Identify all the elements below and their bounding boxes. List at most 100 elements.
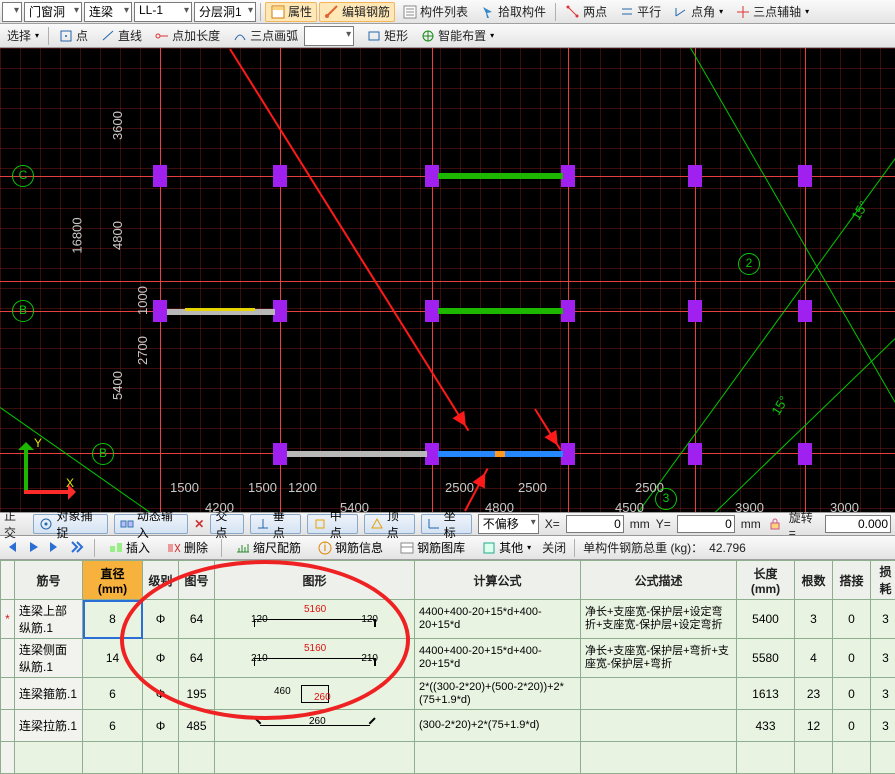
cell-n[interactable]: 12	[795, 710, 833, 742]
cell-formula[interactable]: 2*((300-2*20)+(500-2*20))+2*(75+1.9*d)	[415, 678, 581, 710]
rot-input[interactable]	[825, 515, 891, 533]
cell-loss[interactable]: 3	[871, 710, 895, 742]
btn-arc3[interactable]: 三点画弧	[227, 26, 359, 46]
btn-pt-angle[interactable]: 点角▾	[668, 2, 728, 22]
btn-vertex[interactable]: 顶点	[364, 514, 415, 534]
cell-grade[interactable]: Φ	[143, 710, 179, 742]
btn-smart[interactable]: 智能布置▾	[415, 26, 499, 46]
table-row[interactable]: 连梁箍筋.1 6 Φ 195 460 260 2*((300-2*20)+(50…	[1, 678, 895, 710]
y-input[interactable]	[677, 515, 735, 533]
sel-beam[interactable]: 连梁	[84, 2, 132, 22]
cell-n[interactable]: 4	[795, 639, 833, 678]
cell-len[interactable]: 5400	[737, 600, 795, 639]
btn-prop[interactable]: 属性	[265, 2, 317, 22]
btn-comp-list[interactable]: 构件列表	[397, 2, 473, 22]
cell-loss[interactable]: 3	[871, 678, 895, 710]
sel-layer[interactable]: 分层洞1	[194, 2, 256, 22]
sel-generic[interactable]	[2, 2, 22, 22]
btn-snap[interactable]: 对象捕捉	[33, 514, 107, 534]
col-pic[interactable]: 图号	[179, 561, 215, 600]
snap-icon	[38, 516, 54, 532]
cell-dia[interactable]: 6	[83, 678, 143, 710]
cell-dia[interactable]: 8	[83, 600, 143, 639]
cell-pic[interactable]: 64	[179, 639, 215, 678]
table-row[interactable]: * 连梁上部纵筋.1 8 Φ 64 120 5160 120 4400+400-…	[1, 600, 895, 639]
table-row[interactable]: 连梁侧面纵筋.1 14 Φ 64 210 5160 210 4400+400-2…	[1, 639, 895, 678]
cell-grade[interactable]: Φ	[143, 600, 179, 639]
sel-door[interactable]: 门窗洞	[24, 2, 82, 22]
table-row[interactable]: 连梁拉筋.1 6 Φ 485 260 (300-2*20)+2*(75+1.9*…	[1, 710, 895, 742]
nav-play-icon[interactable]	[26, 540, 42, 556]
col-formula[interactable]: 计算公式	[415, 561, 581, 600]
offset-sel[interactable]: 不偏移	[478, 514, 539, 534]
cell-shape[interactable]: 120 5160 120	[215, 600, 415, 639]
x-input[interactable]	[566, 515, 624, 533]
col-grade[interactable]: 级别	[143, 561, 179, 600]
col-loss[interactable]: 损耗	[871, 561, 895, 600]
cell-lap[interactable]: 0	[833, 710, 871, 742]
cell-loss[interactable]: 3	[871, 600, 895, 639]
hline	[0, 281, 895, 282]
cell-shape[interactable]: 210 5160 210	[215, 639, 415, 678]
btn-point[interactable]: 点	[53, 26, 93, 46]
lock-icon[interactable]	[767, 516, 783, 532]
btn-select[interactable]: 选择▾	[2, 26, 44, 46]
cell-len[interactable]: 1613	[737, 678, 795, 710]
btn-coord[interactable]: 坐标	[421, 514, 472, 534]
cell-shape[interactable]: 460 260	[215, 678, 415, 710]
btn-perp[interactable]: 垂点	[250, 514, 301, 534]
btn-other[interactable]: 其他▾	[476, 538, 536, 558]
btn-pt-len[interactable]: 点加长度	[149, 26, 225, 46]
btn-close[interactable]: 关闭	[542, 539, 566, 556]
btn-dyn[interactable]: 动态输入	[114, 514, 188, 534]
cell-formula[interactable]: 4400+400-20+15*d+400-20+15*d	[415, 639, 581, 678]
cell-dia[interactable]: 14	[83, 639, 143, 678]
col-n[interactable]: 根数	[795, 561, 833, 600]
btn-parallel[interactable]: 平行	[614, 2, 666, 22]
cell-n[interactable]: 23	[795, 678, 833, 710]
btn-info[interactable]: i 钢筋信息	[312, 538, 388, 558]
btn-two-pt[interactable]: 两点	[560, 2, 612, 22]
sel-id[interactable]: LL-1	[134, 2, 192, 22]
btn-cross[interactable]: 交点	[210, 514, 243, 534]
cell-lap[interactable]: 0	[833, 639, 871, 678]
col-shape[interactable]: 图形	[215, 561, 415, 600]
cell-name: 连梁侧面纵筋.1	[15, 639, 83, 678]
cell-loss[interactable]: 3	[871, 639, 895, 678]
cell-grade[interactable]: Φ	[143, 639, 179, 678]
cell-pic[interactable]: 485	[179, 710, 215, 742]
cell-lap[interactable]: 0	[833, 678, 871, 710]
btn-edit-rebar[interactable]: 编辑钢筋	[319, 2, 395, 22]
cell-lap[interactable]: 0	[833, 600, 871, 639]
btn-three-aux[interactable]: 三点辅轴▾	[730, 2, 814, 22]
arc-opt[interactable]	[304, 26, 354, 46]
rebar-table: 筋号 直径(mm) 级别 图号 图形 计算公式 公式描述 长度(mm) 根数 搭…	[0, 560, 895, 774]
cell-shape[interactable]: 260	[215, 710, 415, 742]
btn-insert[interactable]: 插入	[103, 538, 155, 558]
btn-line[interactable]: 直线	[95, 26, 147, 46]
cad-viewport[interactable]: 3600 16800 4800 2700 5400 1000 1500 1500…	[0, 48, 895, 512]
col-desc[interactable]: 公式描述	[581, 561, 737, 600]
cell-pic[interactable]: 195	[179, 678, 215, 710]
nav-first-icon[interactable]	[4, 540, 20, 556]
cell-formula[interactable]: 4400+400-20+15*d+400-20+15*d	[415, 600, 581, 639]
cell-dia[interactable]: 6	[83, 710, 143, 742]
cell-len[interactable]: 433	[737, 710, 795, 742]
btn-lib[interactable]: 钢筋图库	[394, 538, 470, 558]
cell-formula[interactable]: (300-2*20)+2*(75+1.9*d)	[415, 710, 581, 742]
col-name[interactable]: 筋号	[15, 561, 83, 600]
col-dia[interactable]: 直径(mm)	[83, 561, 143, 600]
col-len[interactable]: 长度(mm)	[737, 561, 795, 600]
btn-pick[interactable]: 拾取构件	[475, 2, 551, 22]
cell-len[interactable]: 5580	[737, 639, 795, 678]
btn-mid[interactable]: 中点	[307, 514, 358, 534]
btn-rect[interactable]: 矩形	[361, 26, 413, 46]
nav-ff-icon[interactable]	[70, 540, 86, 556]
cell-pic[interactable]: 64	[179, 600, 215, 639]
cell-n[interactable]: 3	[795, 600, 833, 639]
btn-delete[interactable]: 删除	[161, 538, 213, 558]
cell-grade[interactable]: Φ	[143, 678, 179, 710]
nav-next-icon[interactable]	[48, 540, 64, 556]
col-lap[interactable]: 搭接	[833, 561, 871, 600]
btn-scale[interactable]: 缩尺配筋	[230, 538, 306, 558]
